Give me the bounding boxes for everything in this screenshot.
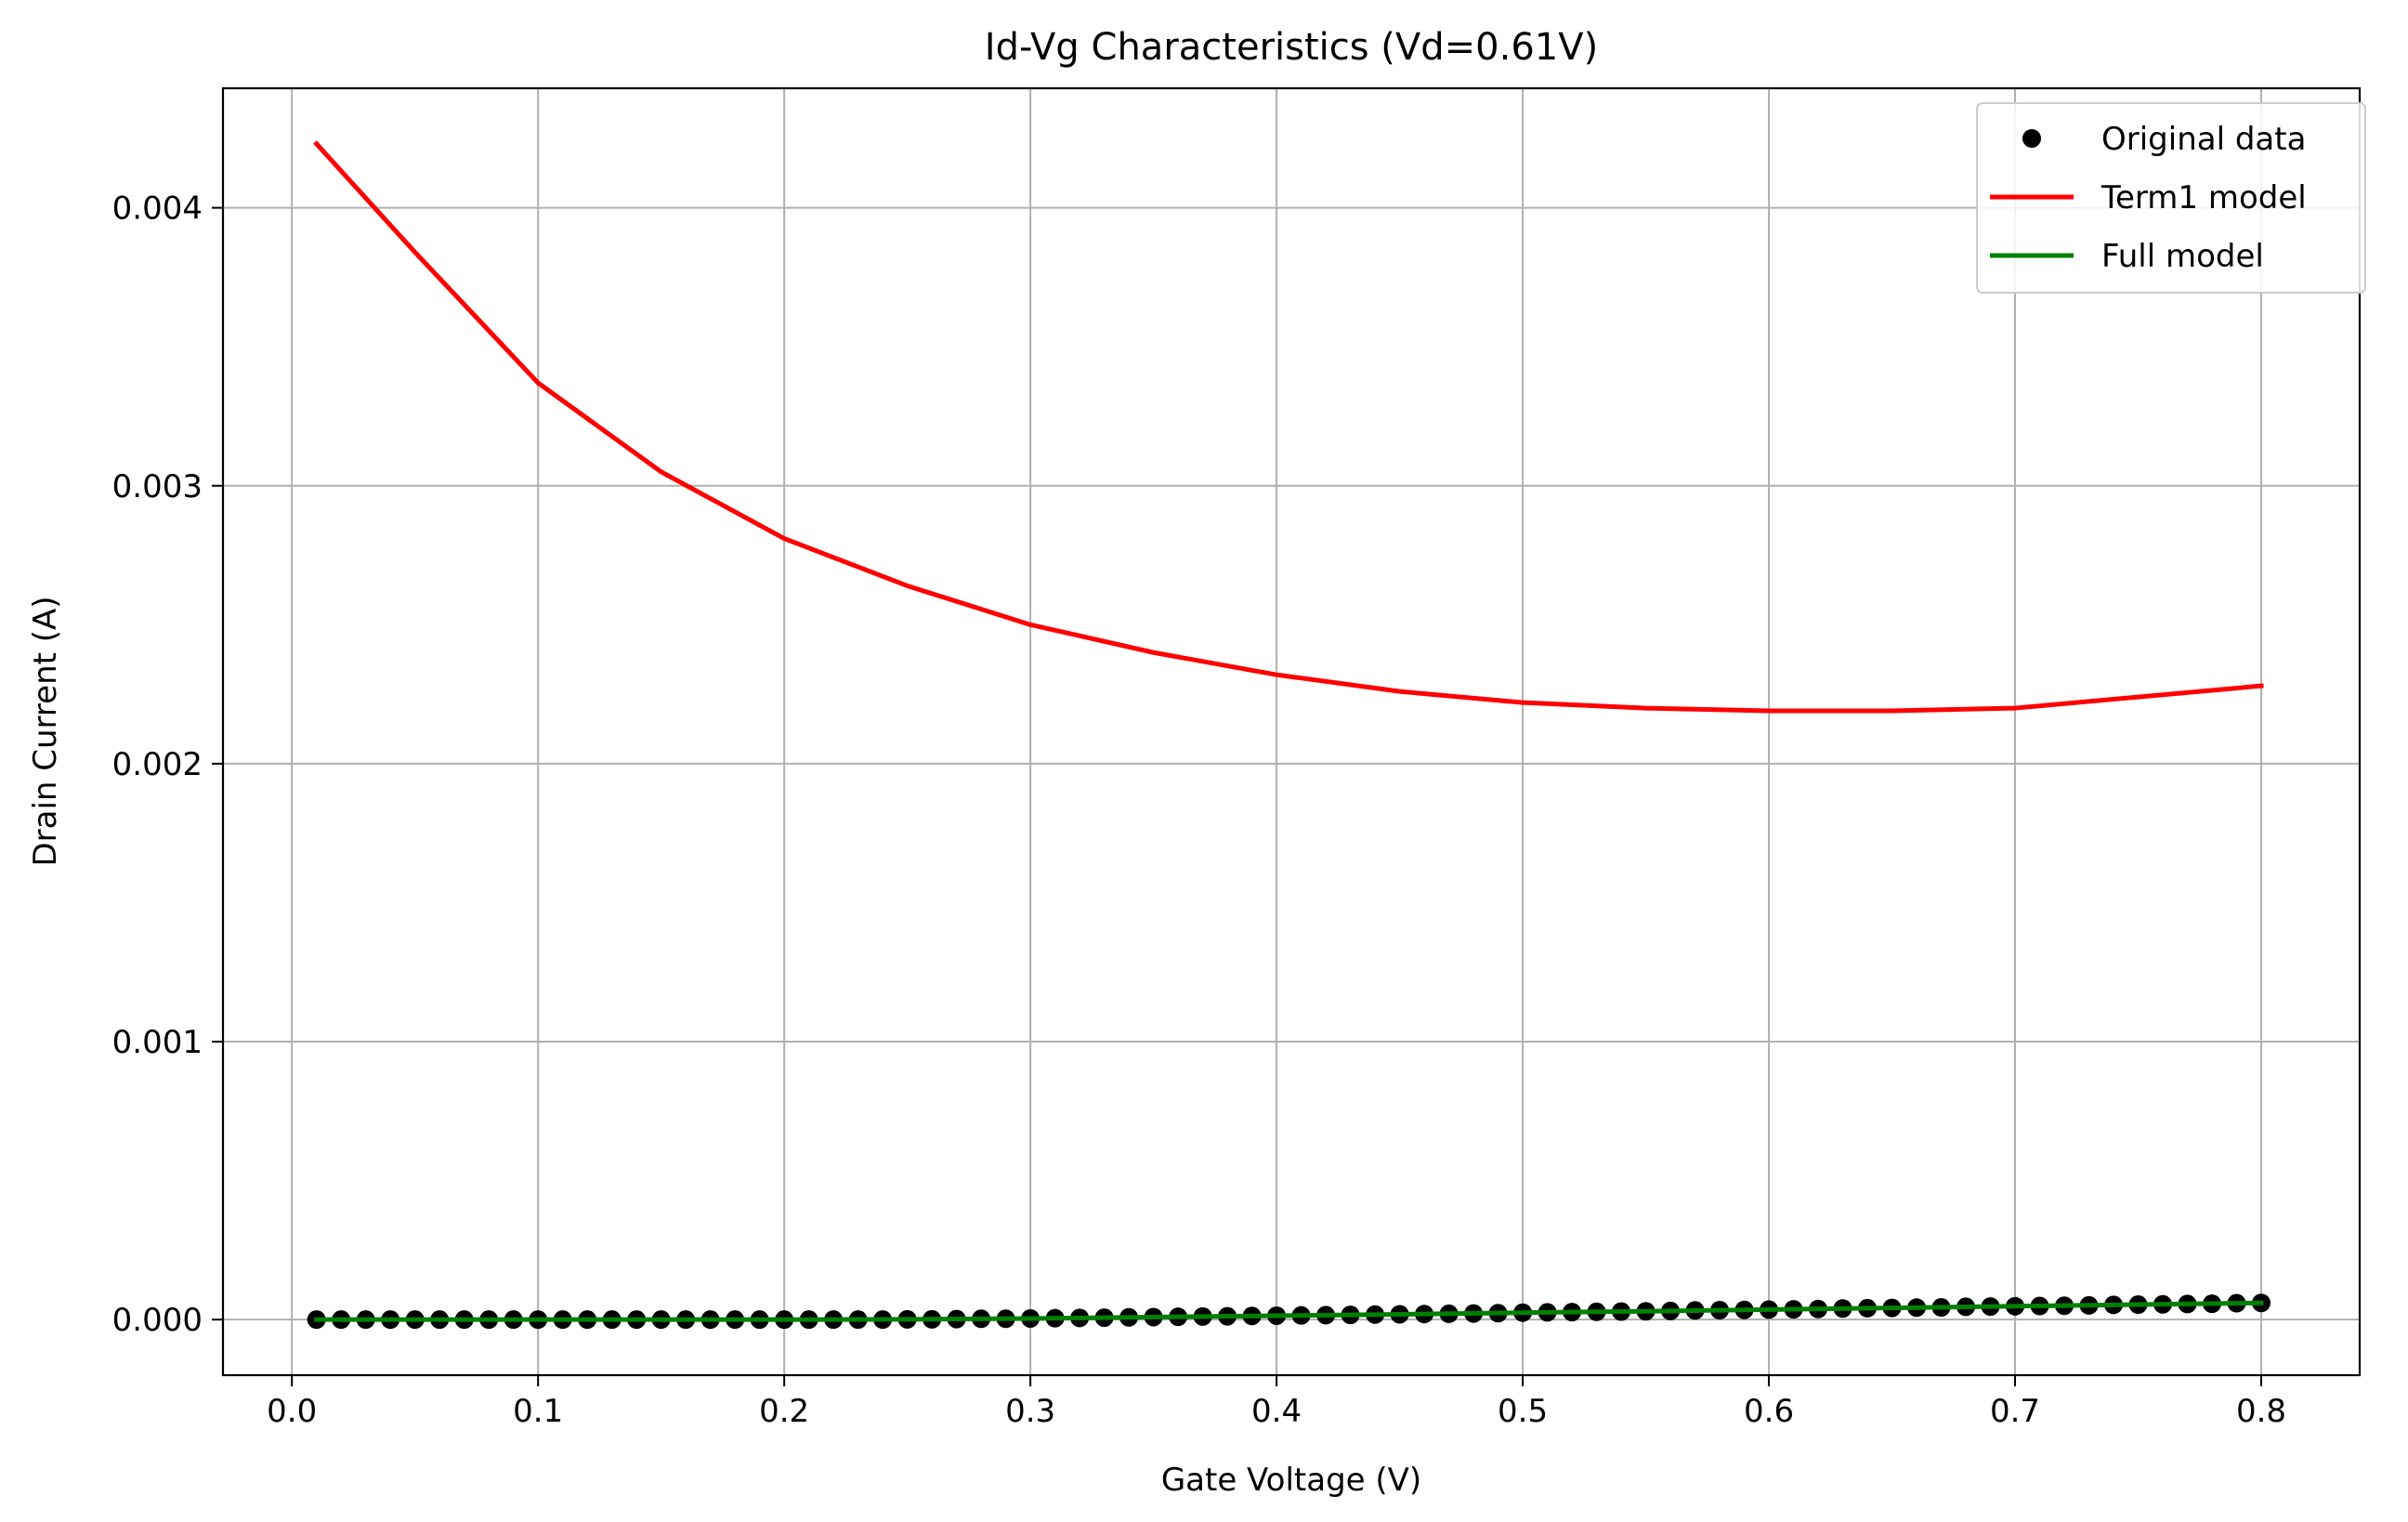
series-line-term1-model (313, 140, 2264, 714)
legend-label-full-model: Full model (2101, 238, 2264, 275)
y-tick-label: 0.004 (112, 190, 203, 228)
axes: 0.0 0.1 0.2 0.3 0.4 0.5 0.6 0.7 0.8 0.000 0.001 0.0… (112, 190, 2286, 1430)
x-tick-label: 0.3 (1005, 1393, 1055, 1430)
series-line-full-model (314, 1300, 2264, 1322)
legend-box (1976, 102, 2366, 294)
y-tick-label: 0.000 (112, 1302, 203, 1339)
y-tick-label: 0.003 (112, 468, 203, 505)
grid (223, 88, 2360, 1375)
x-tick-label: 0.5 (1498, 1393, 1548, 1430)
legend-marker-original-data (2022, 129, 2041, 148)
series-layer (307, 140, 2271, 1330)
x-axis-label: Gate Voltage (V) (1161, 1462, 1421, 1499)
plot-frame (221, 86, 2362, 1377)
x-tick-label: 0.0 (267, 1393, 317, 1430)
plot-area (223, 88, 2360, 1375)
x-tick-label: 0.4 (1251, 1393, 1302, 1430)
x-tick-label: 0.2 (759, 1393, 809, 1430)
x-tick-label: 0.8 (2236, 1393, 2286, 1430)
y-axis-label: Drain Current (A) (27, 596, 64, 866)
legend: Original data Term1 model Full model (1976, 102, 2366, 294)
legend-label-term1-model: Term1 model (2100, 179, 2307, 216)
legend-label-original-data: Original data (2101, 121, 2306, 158)
x-tick-label: 0.7 (1990, 1393, 2040, 1430)
chart-title: Id-Vg Characteristics (Vd=0.61V) (985, 26, 1598, 69)
x-tick-label: 0.6 (1744, 1393, 1794, 1430)
y-tick-label: 0.002 (112, 746, 203, 783)
x-tick-label: 0.1 (513, 1393, 563, 1430)
y-tick-label: 0.001 (112, 1024, 203, 1061)
